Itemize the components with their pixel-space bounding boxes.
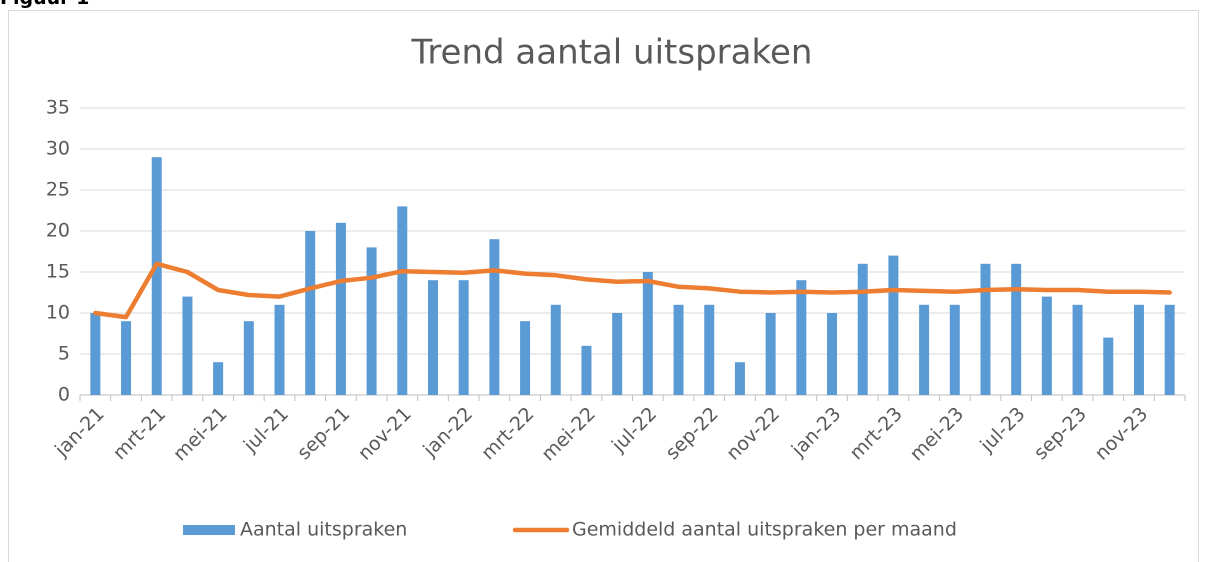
- bar: [550, 304, 561, 395]
- bar: [90, 313, 101, 395]
- bar: [458, 280, 469, 395]
- bar: [581, 345, 592, 395]
- bar: [182, 296, 193, 395]
- bar: [796, 280, 807, 395]
- y-tick-label: 20: [46, 220, 70, 242]
- bar: [274, 304, 285, 395]
- y-tick-label: 30: [46, 138, 70, 160]
- bar: [1072, 304, 1083, 395]
- bar: [213, 362, 224, 395]
- bar: [673, 304, 684, 395]
- bar: [919, 304, 930, 395]
- legend-label: Gemiddeld aantal uitspraken per maand: [572, 519, 957, 541]
- legend-label: Aantal uitspraken: [240, 519, 407, 541]
- y-tick-label: 10: [46, 302, 70, 324]
- bar: [704, 304, 715, 395]
- bar: [520, 321, 531, 395]
- bar: [366, 247, 377, 395]
- y-tick-label: 0: [58, 384, 70, 406]
- bar: [335, 222, 346, 395]
- y-tick-label: 35: [46, 97, 70, 119]
- bar: [305, 231, 316, 395]
- bar: [489, 239, 500, 395]
- y-tick-label: 15: [46, 261, 70, 283]
- bar: [1133, 304, 1144, 395]
- bar: [765, 313, 776, 395]
- bar: [980, 263, 991, 395]
- bar: [1164, 304, 1175, 395]
- bar: [243, 321, 254, 395]
- bar: [1011, 263, 1022, 395]
- bar: [734, 362, 745, 395]
- bar: [151, 157, 162, 395]
- bar: [397, 206, 408, 395]
- bar: [121, 321, 132, 395]
- chart-border: [8, 10, 1199, 562]
- y-tick-label: 25: [46, 179, 70, 201]
- bar: [1041, 296, 1052, 395]
- bar: [427, 280, 438, 395]
- bar: [827, 313, 838, 395]
- bar: [642, 272, 653, 395]
- bar: [888, 255, 899, 395]
- bar: [612, 313, 623, 395]
- line: [93, 261, 1172, 320]
- legend-swatch: [183, 525, 235, 535]
- bar: [857, 263, 868, 395]
- figure-label: Figuur 1: [0, 0, 89, 9]
- bar: [1103, 337, 1114, 395]
- y-tick-label: 5: [58, 343, 70, 365]
- bar: [949, 304, 960, 395]
- chart-title: Trend aantal uitspraken: [411, 33, 813, 73]
